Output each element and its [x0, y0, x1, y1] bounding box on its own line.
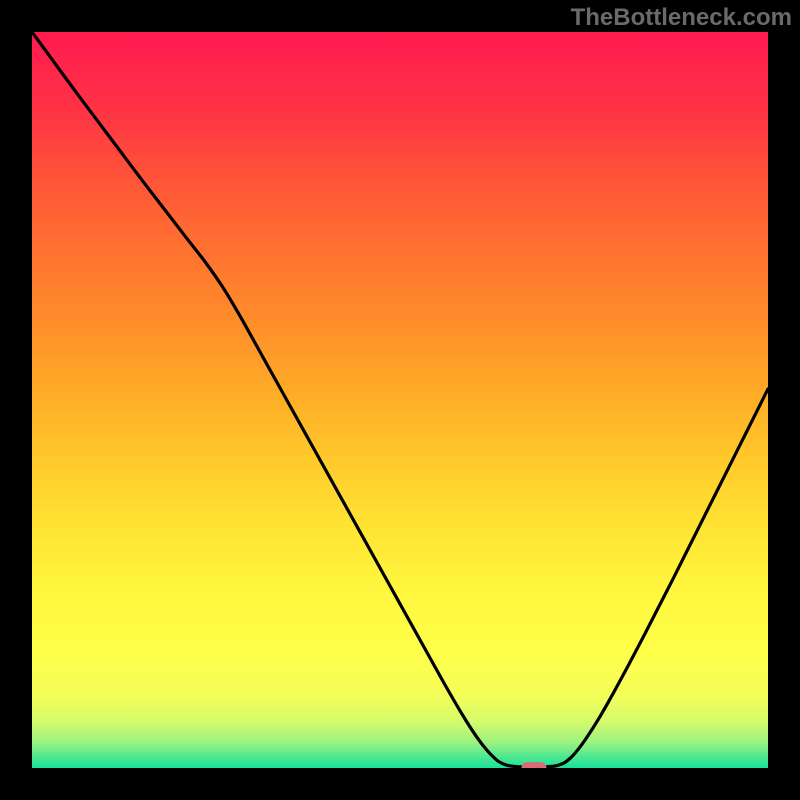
attribution-label: TheBottleneck.com — [571, 4, 792, 32]
gradient-background — [32, 32, 768, 768]
optimal-point-marker — [521, 762, 546, 768]
chart-svg — [32, 32, 768, 768]
bottleneck-chart — [32, 32, 768, 768]
